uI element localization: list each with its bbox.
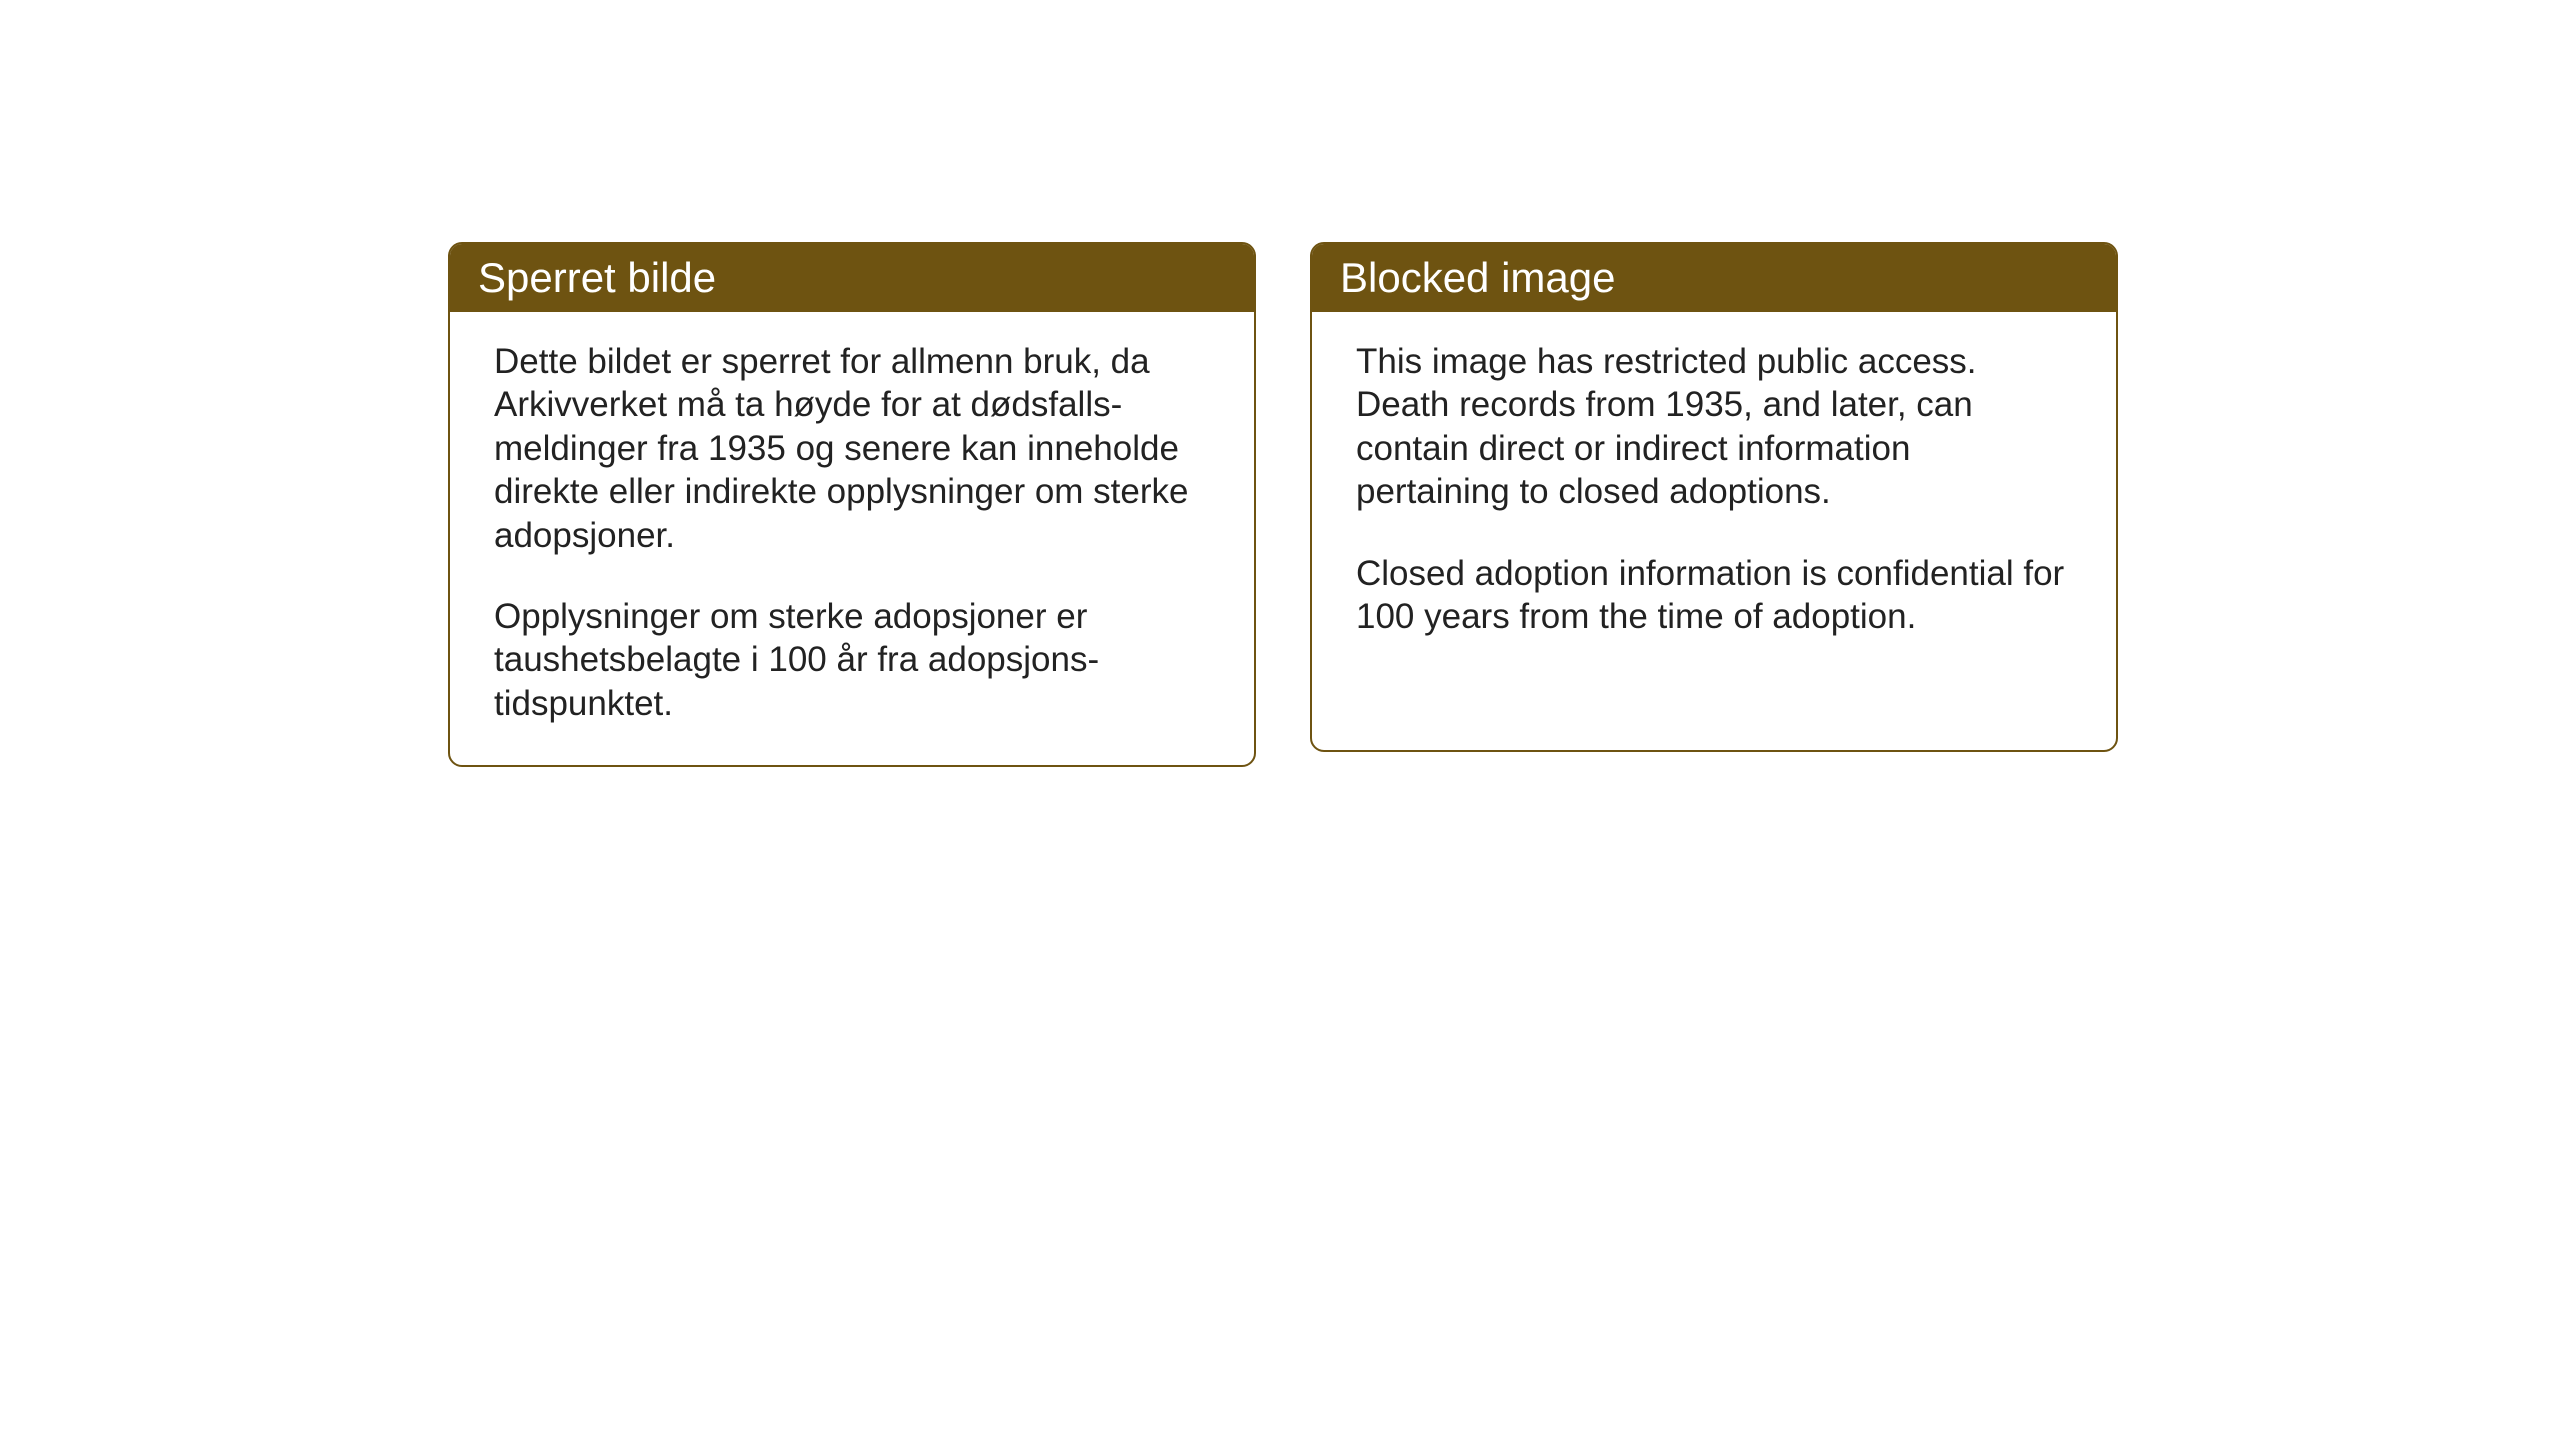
card-body-english: This image has restricted public access.… [1312,312,2116,678]
card-title-english: Blocked image [1340,254,1615,301]
card-header-english: Blocked image [1312,244,2116,312]
paragraph-norwegian-1: Dette bildet er sperret for allmenn bruk… [494,340,1210,557]
card-title-norwegian: Sperret bilde [478,254,716,301]
card-norwegian: Sperret bilde Dette bildet er sperret fo… [448,242,1256,767]
card-header-norwegian: Sperret bilde [450,244,1254,312]
paragraph-english-2: Closed adoption information is confident… [1356,552,2072,639]
card-english: Blocked image This image has restricted … [1310,242,2118,752]
paragraph-norwegian-2: Opplysninger om sterke adopsjoner er tau… [494,595,1210,725]
cards-container: Sperret bilde Dette bildet er sperret fo… [0,0,2560,767]
paragraph-english-1: This image has restricted public access.… [1356,340,2072,514]
card-body-norwegian: Dette bildet er sperret for allmenn bruk… [450,312,1254,765]
